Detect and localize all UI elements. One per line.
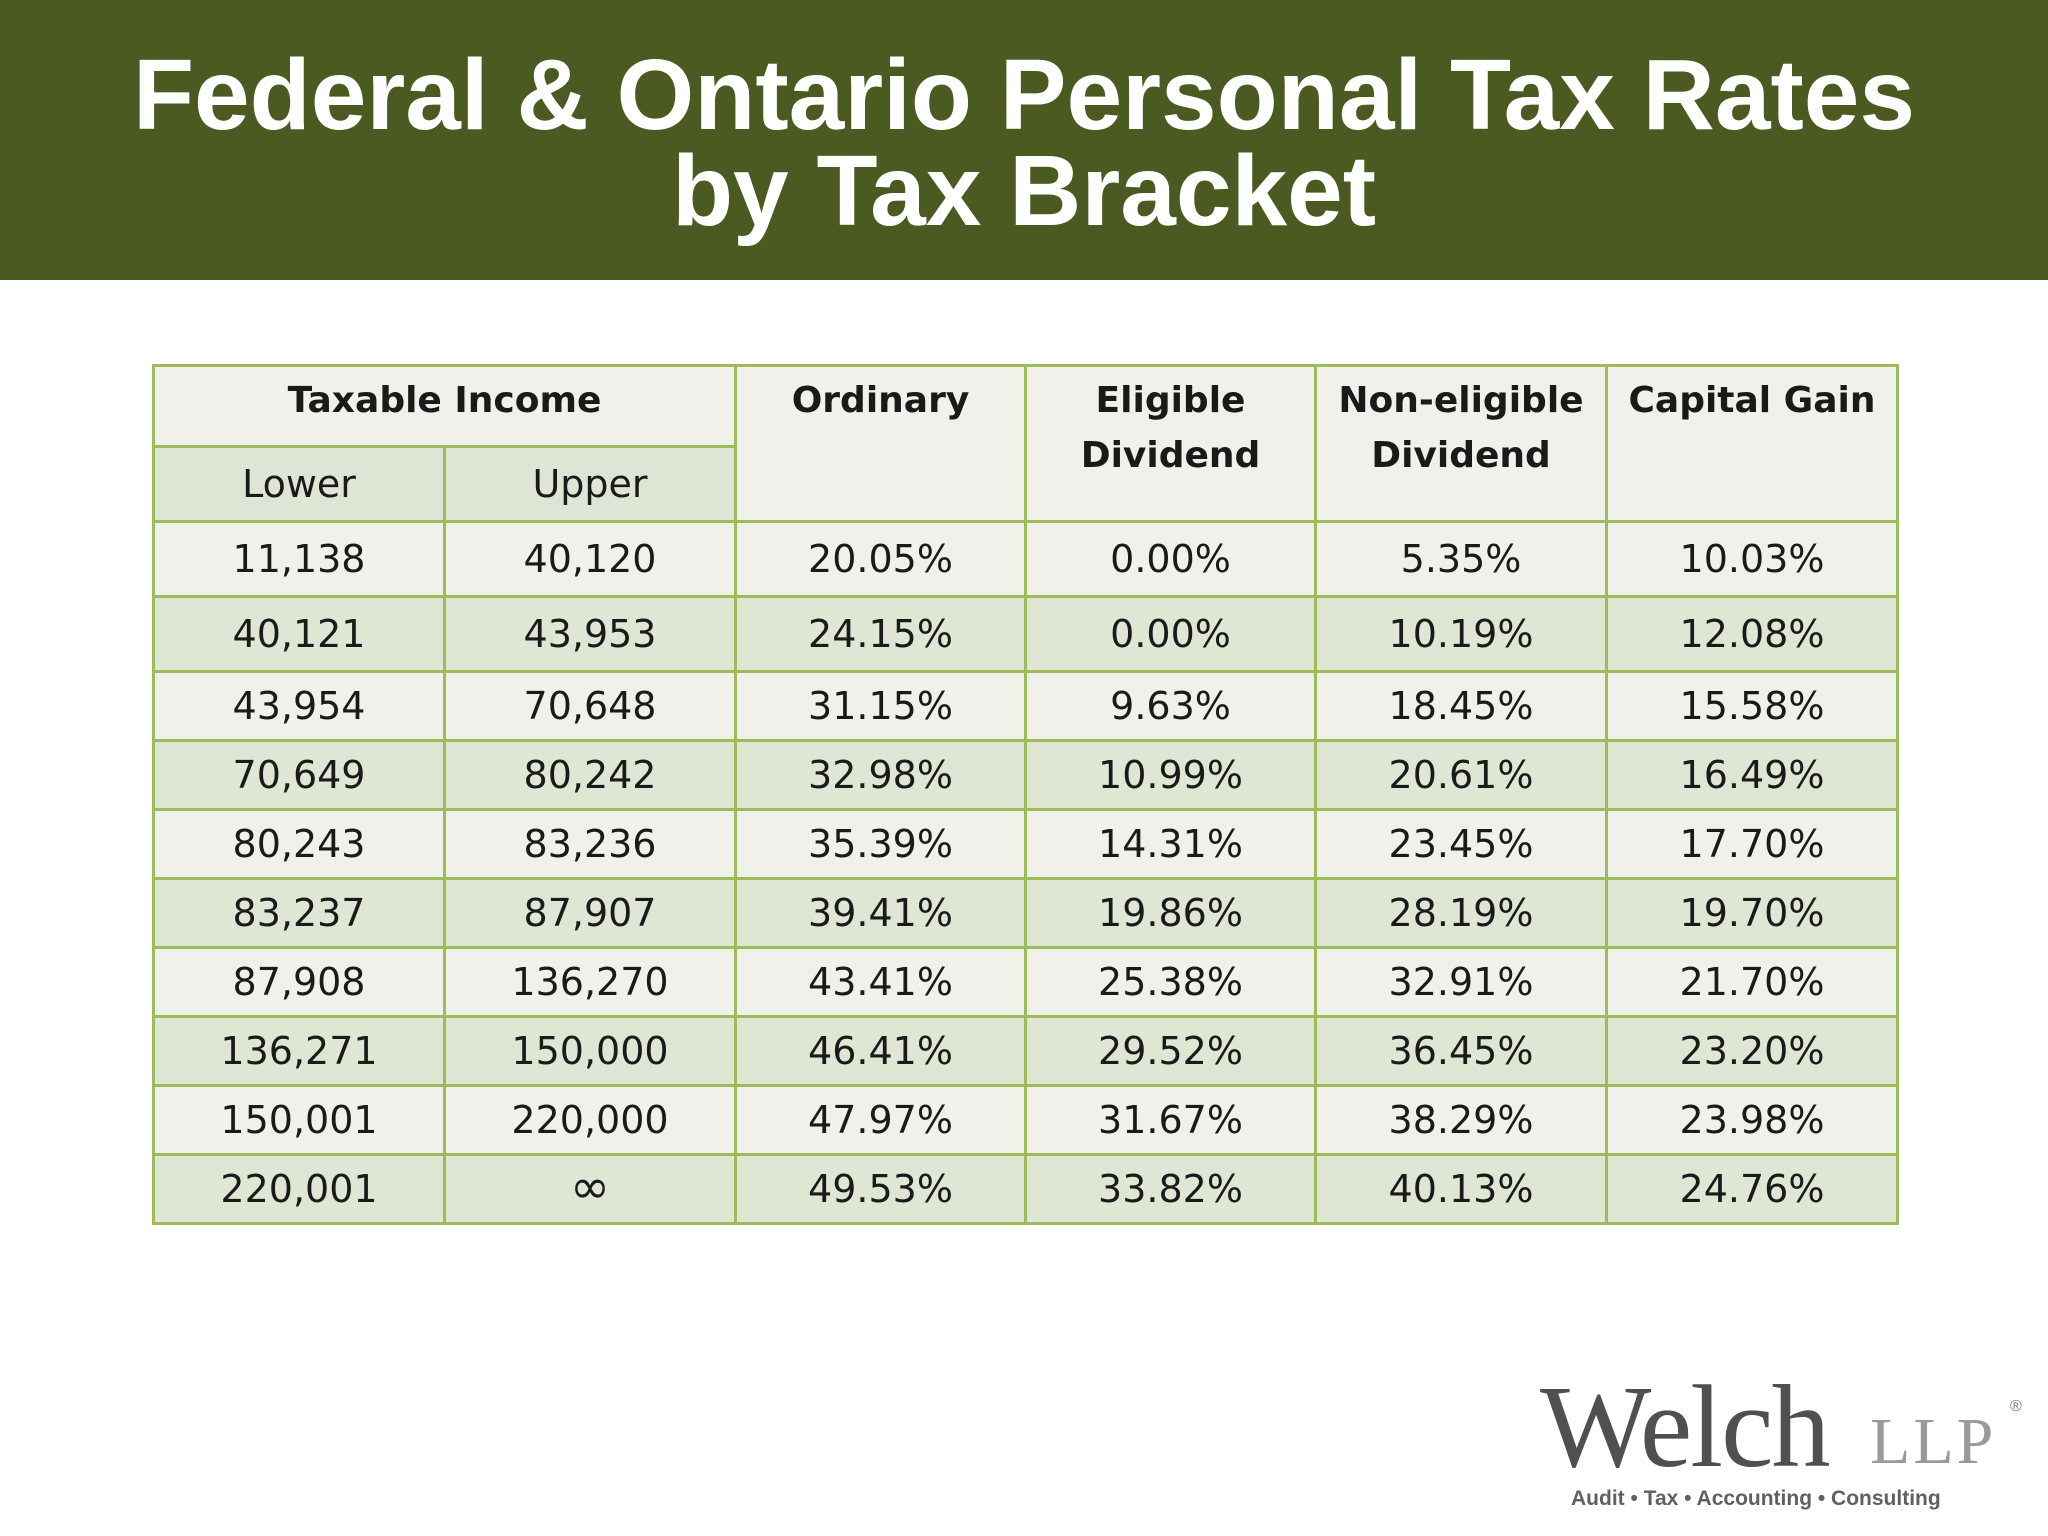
cell-capital-gain: 17.70% <box>1605 808 1899 880</box>
cell-noneligible: 28.19% <box>1314 877 1608 949</box>
cell-eligible: 9.63% <box>1024 670 1317 742</box>
table-row: 220,001 ∞ 49.53% 33.82% 40.13% 24.76% <box>152 1153 1899 1225</box>
cell-noneligible: 36.45% <box>1314 1015 1608 1087</box>
cell-lower: 150,001 <box>152 1084 446 1156</box>
cell-upper: 43,953 <box>443 595 737 673</box>
header-capital-gain: Capital Gain <box>1605 364 1899 523</box>
header-noneligible-dividend: Non-eligible Dividend <box>1314 364 1608 523</box>
cell-upper: 80,242 <box>443 739 737 811</box>
cell-capital-gain: 24.76% <box>1605 1153 1899 1225</box>
cell-ordinary: 49.53% <box>734 1153 1027 1225</box>
cell-lower: 70,649 <box>152 739 446 811</box>
logo-name: Welch <box>1540 1361 1830 1492</box>
header-eligible-line1: Eligible <box>1095 380 1246 421</box>
cell-noneligible: 23.45% <box>1314 808 1608 880</box>
cell-ordinary: 31.15% <box>734 670 1027 742</box>
header-eligible-dividend: Eligible Dividend <box>1024 364 1317 523</box>
cell-upper: 87,907 <box>443 877 737 949</box>
cell-noneligible: 10.19% <box>1314 595 1608 673</box>
title-banner: Federal & Ontario Personal Tax Rates by … <box>0 0 2048 280</box>
cell-upper: 136,270 <box>443 946 737 1018</box>
header-noneligible-line1: Non-eligible <box>1338 380 1584 421</box>
cell-upper: ∞ <box>443 1153 737 1225</box>
cell-lower: 83,237 <box>152 877 446 949</box>
cell-ordinary: 24.15% <box>734 595 1027 673</box>
header-eligible-line2: Dividend <box>1080 435 1261 476</box>
page-title-line-2: by Tax Bracket <box>671 135 1377 247</box>
cell-lower: 40,121 <box>152 595 446 673</box>
table-row: 11,138 40,120 20.05% 0.00% 5.35% 10.03% <box>152 520 1899 598</box>
cell-upper: 40,120 <box>443 520 737 598</box>
cell-capital-gain: 15.58% <box>1605 670 1899 742</box>
welch-llp-logo: Welch LLP ® Audit • Tax • Accounting • C… <box>1530 1362 2030 1522</box>
page-title-line-1: Federal & Ontario Personal Tax Rates <box>132 39 1916 151</box>
cell-lower: 136,271 <box>152 1015 446 1087</box>
header-noneligible-line2: Dividend <box>1371 435 1551 476</box>
table-row: 150,001 220,000 47.97% 31.67% 38.29% 23.… <box>152 1084 1899 1156</box>
cell-upper: 70,648 <box>443 670 737 742</box>
cell-noneligible: 32.91% <box>1314 946 1608 1018</box>
cell-lower: 87,908 <box>152 946 446 1018</box>
infinity-symbol: ∞ <box>570 1158 610 1215</box>
table-row: 87,908 136,270 43.41% 25.38% 32.91% 21.7… <box>152 946 1899 1018</box>
cell-ordinary: 32.98% <box>734 739 1027 811</box>
header-taxable-income: Taxable Income <box>152 364 737 448</box>
cell-ordinary: 20.05% <box>734 520 1027 598</box>
table-row: 136,271 150,000 46.41% 29.52% 36.45% 23.… <box>152 1015 1899 1087</box>
cell-eligible: 19.86% <box>1024 877 1317 949</box>
cell-noneligible: 5.35% <box>1314 520 1608 598</box>
header-lower: Lower <box>152 445 446 523</box>
table-row: 80,243 83,236 35.39% 14.31% 23.45% 17.70… <box>152 808 1899 880</box>
logo-suffix: LLP <box>1870 1405 1997 1478</box>
cell-upper: 83,236 <box>443 808 737 880</box>
cell-lower: 43,954 <box>152 670 446 742</box>
cell-capital-gain: 10.03% <box>1605 520 1899 598</box>
cell-ordinary: 47.97% <box>734 1084 1027 1156</box>
cell-ordinary: 35.39% <box>734 808 1027 880</box>
header-upper: Upper <box>443 445 737 523</box>
cell-noneligible: 18.45% <box>1314 670 1608 742</box>
cell-eligible: 29.52% <box>1024 1015 1317 1087</box>
cell-eligible: 25.38% <box>1024 946 1317 1018</box>
table-row: 40,121 43,953 24.15% 0.00% 10.19% 12.08% <box>152 595 1899 673</box>
cell-ordinary: 43.41% <box>734 946 1027 1018</box>
cell-capital-gain: 16.49% <box>1605 739 1899 811</box>
cell-ordinary: 39.41% <box>734 877 1027 949</box>
cell-capital-gain: 12.08% <box>1605 595 1899 673</box>
logo-tagline: Audit • Tax • Accounting • Consulting <box>1571 1487 1941 1510</box>
cell-eligible: 0.00% <box>1024 595 1317 673</box>
cell-lower: 220,001 <box>152 1153 446 1225</box>
cell-upper: 220,000 <box>443 1084 737 1156</box>
cell-eligible: 33.82% <box>1024 1153 1317 1225</box>
cell-capital-gain: 23.98% <box>1605 1084 1899 1156</box>
registered-mark: ® <box>2010 1398 2022 1415</box>
cell-capital-gain: 23.20% <box>1605 1015 1899 1087</box>
header-ordinary-label: Ordinary <box>791 380 970 421</box>
cell-ordinary: 46.41% <box>734 1015 1027 1087</box>
cell-eligible: 0.00% <box>1024 520 1317 598</box>
cell-upper: 150,000 <box>443 1015 737 1087</box>
cell-eligible: 10.99% <box>1024 739 1317 811</box>
cell-eligible: 31.67% <box>1024 1084 1317 1156</box>
cell-noneligible: 40.13% <box>1314 1153 1608 1225</box>
cell-lower: 11,138 <box>152 520 446 598</box>
header-capital-gain-label: Capital Gain <box>1628 380 1876 421</box>
cell-lower: 80,243 <box>152 808 446 880</box>
cell-capital-gain: 19.70% <box>1605 877 1899 949</box>
header-ordinary: Ordinary <box>734 364 1027 523</box>
cell-eligible: 14.31% <box>1024 808 1317 880</box>
cell-noneligible: 20.61% <box>1314 739 1608 811</box>
table-row: 43,954 70,648 31.15% 9.63% 18.45% 15.58% <box>152 670 1899 742</box>
cell-noneligible: 38.29% <box>1314 1084 1608 1156</box>
cell-capital-gain: 21.70% <box>1605 946 1899 1018</box>
tax-rates-table: Taxable Income Ordinary Eligible Dividen… <box>152 364 1899 1225</box>
table-row: 70,649 80,242 32.98% 10.99% 20.61% 16.49… <box>152 739 1899 811</box>
table-row: 83,237 87,907 39.41% 19.86% 28.19% 19.70… <box>152 877 1899 949</box>
